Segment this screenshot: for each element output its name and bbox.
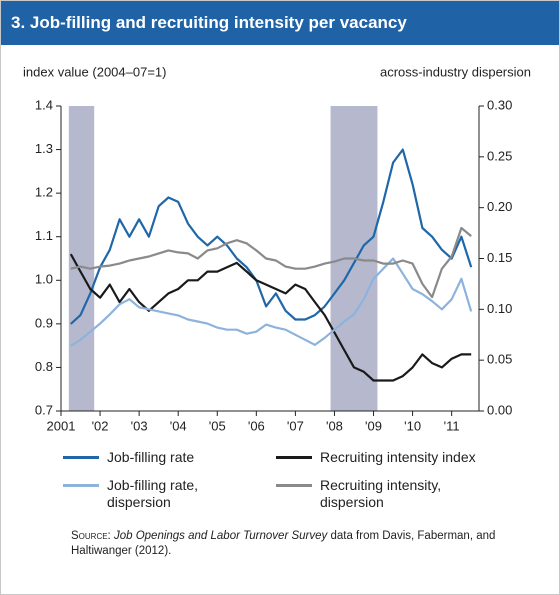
- legend-item: Job-filling rate: [63, 449, 243, 466]
- legend-swatch: [63, 484, 99, 487]
- x-tick-label: 2001: [47, 418, 76, 433]
- legend-label: Job-filling rate, dispersion: [107, 477, 199, 510]
- series-line: [70, 148, 473, 325]
- x-tick-label: '09: [365, 418, 382, 433]
- x-tick-label: '05: [209, 418, 226, 433]
- legend-swatch: [276, 456, 312, 459]
- x-tick-label: '07: [287, 418, 304, 433]
- legend-item: Recruiting intensity, dispersion: [276, 477, 506, 511]
- series-line: [70, 257, 473, 347]
- series-line: [70, 226, 472, 299]
- legend-item: Recruiting intensity index: [276, 449, 506, 466]
- source-note: Source: Job Openings and Labor Turnover …: [71, 529, 531, 559]
- y2-tick-label: 0.20: [487, 199, 512, 214]
- chart: index value (2004–07=1) across-industry …: [23, 64, 531, 433]
- legend-swatch: [276, 484, 312, 487]
- y2-tick-label: 0.25: [487, 148, 512, 163]
- y2-tick-label: 0.10: [487, 301, 512, 316]
- y-axis-label: index value (2004–07=1): [23, 64, 166, 79]
- y2-tick-label: 0.30: [487, 97, 512, 112]
- y-tick-label: 0.9: [35, 315, 53, 330]
- x-tick-label: '04: [170, 418, 187, 433]
- x-tick-label: '06: [248, 418, 265, 433]
- y-tick-label: 1.0: [35, 272, 53, 287]
- x-tick-label: '11: [444, 418, 460, 433]
- x-tick-label: '03: [131, 418, 148, 433]
- y-tick-label: 1.4: [35, 97, 53, 112]
- legend-label: Recruiting intensity, dispersion: [320, 477, 442, 510]
- y-tick-label: 0.8: [35, 359, 53, 374]
- legend-label: Job-filling rate: [107, 449, 195, 465]
- x-tick-label: '10: [404, 418, 421, 433]
- y2-tick-label: 0.05: [487, 352, 512, 367]
- legend-label: Recruiting intensity index: [320, 449, 476, 465]
- source-text: data from Davis, Faberman, and Haltiwang…: [71, 530, 496, 557]
- x-tick-label: '08: [326, 418, 343, 433]
- legend-item: Job-filling rate, dispersion: [63, 477, 243, 511]
- series-line: [69, 253, 472, 382]
- chart-title: 3. Job-filling and recruiting intensity …: [1, 1, 559, 45]
- y2-axis-label: across-industry dispersion: [380, 64, 531, 79]
- y-tick-label: 1.1: [35, 228, 53, 243]
- legend-swatch: [63, 456, 99, 459]
- source-label: Source:: [71, 530, 111, 542]
- y2-tick-label: 0.00: [487, 402, 512, 417]
- source-title: Job Openings and Labor Turnover Survey: [113, 530, 328, 542]
- y2-tick-label: 0.15: [487, 250, 512, 265]
- legend: Job-filling rate Recruiting intensity ind…: [1, 443, 559, 513]
- y-tick-label: 1.2: [35, 185, 53, 200]
- y-tick-label: 0.7: [35, 402, 53, 417]
- x-tick-label: '02: [92, 418, 109, 433]
- y-tick-label: 1.3: [35, 141, 53, 156]
